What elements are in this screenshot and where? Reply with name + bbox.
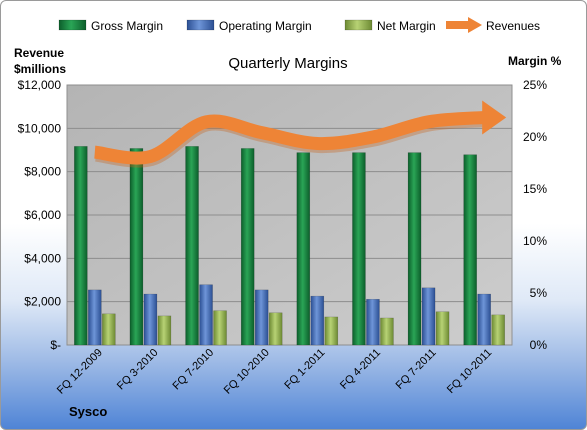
x-category-label: FQ 12-2009: [55, 347, 105, 397]
bar-net-margin: [213, 310, 227, 346]
legend-label: Net Margin: [377, 19, 436, 33]
y-left-tick-label: $2,000: [24, 295, 61, 309]
bar-net-margin: [435, 311, 450, 346]
revenue-arrow-head: [482, 100, 507, 135]
x-category-label: FQ 1-2011: [282, 347, 327, 392]
company-label: Sysco: [69, 404, 107, 419]
legend-swatch-arrow-head: [468, 17, 482, 33]
x-category-label: FQ 10-2010: [222, 347, 272, 397]
bar-net-margin: [491, 314, 505, 346]
bar-operating-margin: [254, 289, 269, 346]
bars-group: [74, 146, 505, 346]
bar-net-margin: [380, 317, 394, 346]
bar-gross-margin: [240, 148, 255, 346]
y-left-tick-label: $10,000: [18, 121, 62, 135]
y-left-tick-label: $8,000: [24, 165, 61, 179]
y-right-tick-label: 10%: [523, 234, 547, 248]
revenue-arrow-line: [93, 111, 485, 165]
y-left-tick-label: $6,000: [24, 208, 61, 222]
y-right-tick-label: 0%: [530, 338, 548, 352]
y-right-tick-label: 5%: [530, 286, 548, 300]
bar-operating-margin: [199, 284, 213, 346]
legend-label: Revenues: [486, 19, 540, 33]
y-right-tick-label: 15%: [523, 182, 547, 196]
chart-title: Quarterly Margins: [228, 55, 347, 72]
y-right-label: Margin %: [508, 54, 562, 68]
revenue-arrow-group: [93, 100, 507, 168]
legend-label: Operating Margin: [219, 19, 312, 33]
y-left-tick-label: $-: [50, 338, 61, 352]
y-left-label-line1: Revenue: [14, 46, 64, 60]
y-left-tick-label: $12,000: [18, 78, 62, 92]
y-right-tick-label: 20%: [523, 130, 547, 144]
legend-swatch: [58, 19, 87, 31]
bar-gross-margin: [129, 148, 144, 346]
bar-gross-margin: [296, 152, 311, 346]
x-category-labels: FQ 12-2009 FQ 3-2010 FQ 7-2010 FQ 10-2010 FQ…: [55, 347, 494, 397]
bar-gross-margin: [74, 146, 88, 346]
bar-operating-margin: [143, 293, 158, 346]
bar-gross-margin: [407, 152, 422, 346]
bar-gross-margin: [185, 146, 199, 346]
bar-net-margin: [102, 313, 116, 346]
x-category-label: FQ 4-2011: [338, 347, 383, 392]
bar-gross-margin: [463, 154, 477, 346]
legend-swatch: [186, 19, 215, 31]
bar-gross-margin: [352, 152, 366, 346]
bar-operating-margin: [310, 295, 325, 346]
legend: Gross Margin Operating Margin Net Margin Re…: [58, 17, 540, 33]
y-left-label-line2: $millions: [14, 62, 66, 76]
bar-operating-margin: [88, 289, 102, 346]
x-category-label: FQ 7-2010: [171, 347, 217, 393]
legend-swatch: [344, 19, 373, 31]
bar-net-margin: [268, 312, 283, 346]
legend-label: Gross Margin: [91, 19, 163, 33]
bar-net-margin: [157, 315, 172, 346]
bar-net-margin: [324, 316, 339, 346]
bar-operating-margin: [477, 293, 491, 346]
y-left-tick-labels: $- $2,000 $4,000 $6,000 $8,000 $10,000 $12,000: [18, 78, 62, 352]
bar-operating-margin: [366, 298, 380, 346]
y-right-tick-label: 25%: [523, 78, 547, 92]
x-category-label: FQ 10-2011: [445, 347, 494, 396]
x-category-label: FQ 7-2011: [394, 347, 439, 392]
y-right-tick-labels: 0% 5% 10% 15% 20% 25%: [523, 78, 547, 352]
y-left-tick-label: $4,000: [24, 251, 61, 265]
bar-operating-margin: [421, 287, 436, 346]
x-category-label: FQ 3-2010: [115, 347, 161, 393]
